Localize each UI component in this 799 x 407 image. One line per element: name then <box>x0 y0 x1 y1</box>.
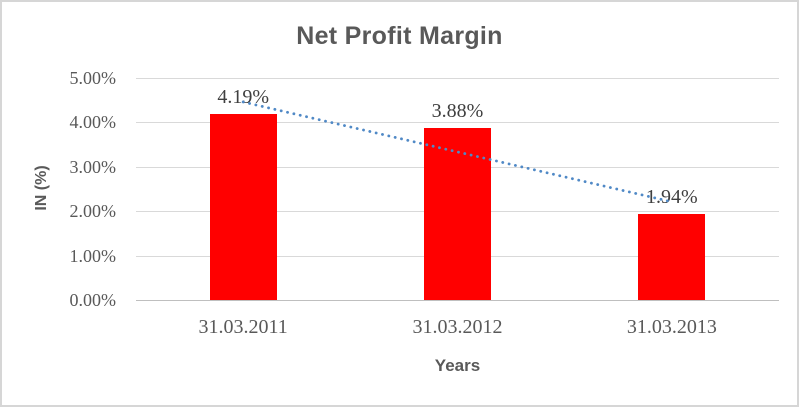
x-axis-line <box>136 300 779 301</box>
y-tick-label: 4.00% <box>69 112 117 133</box>
y-tick-label: 2.00% <box>69 201 117 222</box>
data-label: 4.19% <box>217 85 269 108</box>
gridline <box>136 78 779 79</box>
chart-title: Net Profit Margin <box>296 22 503 50</box>
y-tick-label: 5.00% <box>69 68 117 88</box>
x-category-label: 31.03.2012 <box>412 316 503 338</box>
bar <box>209 113 277 300</box>
data-label: 3.88% <box>431 99 484 122</box>
x-category-label: 31.03.2013 <box>626 316 717 338</box>
y-tick-label: 0.00% <box>69 290 117 310</box>
x-category-label: 31.03.2011 <box>198 316 288 338</box>
y-tick-label: 3.00% <box>69 156 117 177</box>
data-label: 1.94% <box>645 185 698 208</box>
bar <box>638 213 706 300</box>
y-tick-label: 1.00% <box>69 245 117 266</box>
bar <box>424 127 491 300</box>
x-axis-title: Years <box>434 356 481 375</box>
